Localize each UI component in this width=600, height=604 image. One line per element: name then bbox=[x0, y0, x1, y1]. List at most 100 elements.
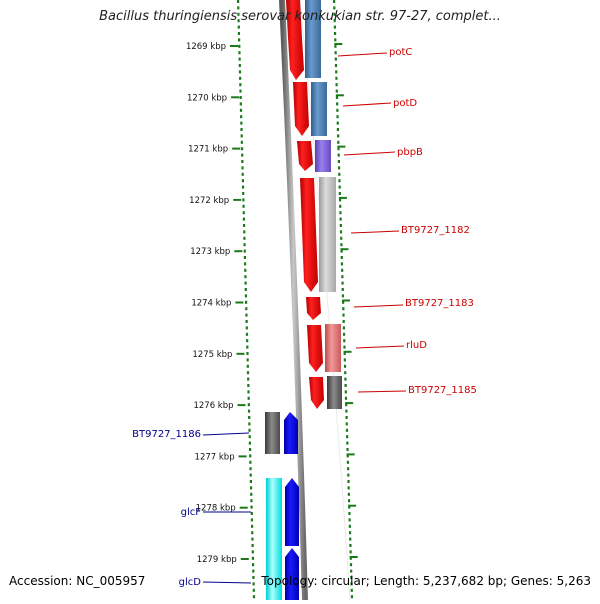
inner-dot bbox=[249, 460, 252, 464]
inner-dot bbox=[240, 115, 243, 119]
gene-label-potD[interactable]: potD bbox=[393, 98, 417, 109]
outer-dot bbox=[340, 262, 344, 266]
outer-dot bbox=[349, 544, 352, 547]
inner-dot bbox=[250, 505, 253, 509]
tick-label: 1279 kbp bbox=[197, 555, 237, 565]
accession-text: Accession: NC_005957 bbox=[9, 574, 146, 588]
gene-label-rluD[interactable]: rluD bbox=[406, 340, 427, 351]
outer-dot bbox=[342, 320, 345, 323]
gene-label-BT9727_1186[interactable]: BT9727_1186 bbox=[132, 429, 201, 440]
cog-bar-glcF bbox=[266, 478, 282, 600]
outer-dot bbox=[348, 505, 351, 509]
outer-dot bbox=[339, 211, 342, 215]
tick-label: 1270 kbp bbox=[187, 93, 227, 103]
gene-label-glcD[interactable]: glcD bbox=[179, 577, 202, 588]
inner-dot bbox=[245, 307, 248, 311]
inner-dot bbox=[245, 320, 248, 323]
inner-dot bbox=[251, 537, 254, 541]
outer-dot bbox=[336, 102, 339, 106]
gene-glcF-arrow[interactable] bbox=[285, 478, 299, 546]
tick-label: 1269 kbp bbox=[186, 42, 226, 52]
outer-dot bbox=[337, 134, 340, 138]
outer-dot bbox=[337, 140, 340, 144]
gene-BT9727_1186-arrow[interactable] bbox=[284, 412, 298, 454]
inner-dot bbox=[239, 102, 242, 106]
outer-dot bbox=[340, 243, 343, 247]
outer-dot bbox=[348, 524, 351, 528]
gene-rluD-arrow[interactable] bbox=[307, 325, 323, 372]
outer-dot bbox=[341, 275, 344, 279]
outer-dot bbox=[337, 147, 340, 151]
tick-label: 1273 kbp bbox=[190, 247, 230, 257]
outer-dot bbox=[335, 83, 338, 87]
outer-dot bbox=[349, 563, 353, 567]
outer-dot bbox=[345, 428, 349, 432]
kbp-axis: 1269 kbp 1270 kbp 1271 kbp 1272 kbp 1273 kbp… bbox=[186, 42, 249, 565]
inner-dot bbox=[244, 268, 247, 272]
gene-label-pbpB[interactable]: pbpB bbox=[397, 147, 423, 158]
outer-dot bbox=[341, 281, 344, 285]
leader-potD bbox=[342, 102, 392, 107]
inner-dot bbox=[251, 550, 254, 554]
sequence-title: Bacillus thuringiensis serovar konkukian… bbox=[99, 9, 501, 24]
gene-label-BT9727_1183[interactable]: BT9727_1183 bbox=[405, 298, 474, 309]
outer-dot bbox=[344, 377, 347, 381]
gene-label-BT9727_1182[interactable]: BT9727_1182 bbox=[401, 225, 470, 236]
gene-pbpB-arrow[interactable] bbox=[297, 141, 313, 171]
outer-dot bbox=[347, 499, 351, 503]
inner-dot bbox=[240, 128, 243, 131]
gene-potC-arrow[interactable] bbox=[286, 0, 304, 80]
outer-dot bbox=[350, 569, 353, 573]
cog-bar-potC bbox=[305, 0, 321, 78]
outer-dot bbox=[339, 204, 342, 208]
gene-glcD-arrow[interactable] bbox=[285, 548, 299, 600]
outer-dot bbox=[348, 518, 351, 522]
gene-label-glcF[interactable]: glcF bbox=[181, 507, 202, 518]
outer-dot bbox=[346, 454, 349, 458]
cog-bars-left bbox=[265, 412, 282, 600]
inner-dot bbox=[243, 262, 247, 266]
outer-dot bbox=[343, 358, 346, 362]
inner-dot bbox=[252, 595, 256, 599]
inner-dot bbox=[238, 51, 241, 55]
inner-dot bbox=[238, 57, 241, 61]
gene-label-BT9727_1185[interactable]: BT9727_1185 bbox=[408, 385, 477, 396]
outer-dot bbox=[350, 595, 354, 599]
gene-BT9727_1185-arrow[interactable] bbox=[309, 377, 324, 409]
inner-dot bbox=[238, 70, 242, 74]
gene-BT9727_1182-arrow[interactable] bbox=[300, 178, 318, 292]
inner-dot bbox=[242, 217, 246, 221]
inner-dot bbox=[246, 371, 250, 375]
gene-label-potC[interactable]: potC bbox=[389, 47, 412, 58]
outer-dot bbox=[334, 51, 337, 55]
inner-dot bbox=[248, 435, 251, 439]
inner-dot bbox=[237, 0, 240, 3]
inner-dot bbox=[242, 198, 245, 202]
outer-dot bbox=[336, 128, 340, 131]
outer-dot bbox=[334, 38, 337, 42]
inner-dot bbox=[237, 32, 241, 35]
outer-dot bbox=[345, 403, 348, 407]
outer-dot bbox=[345, 416, 348, 419]
gene-BT9727_1183-arrow[interactable] bbox=[306, 297, 321, 320]
outer-dot bbox=[333, 0, 336, 3]
outer-dot bbox=[342, 313, 345, 317]
cog-bar-BT9727_1182 bbox=[319, 177, 336, 292]
inner-dot bbox=[244, 281, 247, 285]
inner-dot bbox=[250, 518, 254, 522]
inner-dot bbox=[251, 531, 254, 535]
cog-bar-BT9727_1186 bbox=[265, 412, 280, 454]
outer-dot bbox=[333, 19, 336, 23]
gene-potD-arrow[interactable] bbox=[293, 82, 309, 136]
inner-dot bbox=[248, 448, 252, 451]
inner-dot bbox=[245, 326, 248, 330]
outer-dot bbox=[341, 268, 344, 272]
inner-dot bbox=[241, 153, 244, 157]
inner-dot bbox=[242, 224, 246, 227]
inner-dot bbox=[239, 96, 242, 99]
tick-label: 1274 kbp bbox=[191, 299, 231, 309]
inner-dot bbox=[241, 160, 244, 163]
outer-dot bbox=[350, 588, 353, 592]
